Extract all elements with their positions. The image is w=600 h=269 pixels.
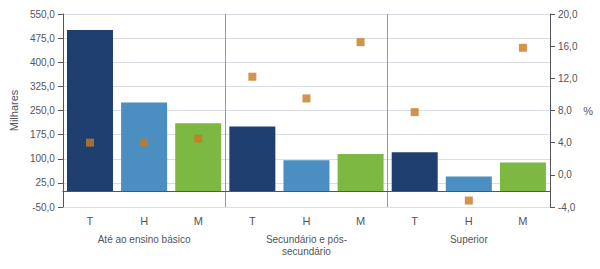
svg-text:400,0: 400,0: [30, 57, 55, 68]
svg-text:20,0: 20,0: [558, 9, 578, 20]
svg-text:550,0: 550,0: [30, 9, 55, 20]
svg-text:Secundário e pós-: Secundário e pós-: [266, 234, 347, 245]
svg-text:M: M: [356, 215, 365, 227]
svg-text:16,0: 16,0: [558, 41, 578, 52]
svg-text:250,0: 250,0: [30, 105, 55, 116]
svg-text:0,0: 0,0: [558, 169, 572, 180]
svg-text:secundário: secundário: [282, 246, 331, 257]
svg-text:-50,0: -50,0: [32, 202, 55, 213]
svg-text:175,0: 175,0: [30, 129, 55, 140]
svg-text:T: T: [87, 215, 94, 227]
svg-text:12,0: 12,0: [558, 73, 578, 84]
svg-text:M: M: [518, 215, 527, 227]
svg-text:100,0: 100,0: [30, 153, 55, 164]
svg-text:Até ao ensino básico: Até ao ensino básico: [98, 234, 191, 245]
svg-text:4,0: 4,0: [558, 137, 572, 148]
svg-text:T: T: [249, 215, 256, 227]
svg-text:25,0: 25,0: [35, 177, 55, 188]
svg-text:M: M: [194, 215, 203, 227]
svg-text:8,0: 8,0: [558, 105, 572, 116]
svg-text:475,0: 475,0: [30, 33, 55, 44]
svg-text:H: H: [465, 215, 473, 227]
svg-text:T: T: [411, 215, 418, 227]
svg-text:-4,0: -4,0: [558, 202, 576, 213]
svg-text:Superior: Superior: [450, 234, 488, 245]
svg-text:H: H: [140, 215, 148, 227]
svg-text:%: %: [583, 105, 593, 117]
svg-text:H: H: [302, 215, 310, 227]
svg-text:Milhares: Milhares: [8, 89, 20, 131]
svg-text:325,0: 325,0: [30, 81, 55, 92]
